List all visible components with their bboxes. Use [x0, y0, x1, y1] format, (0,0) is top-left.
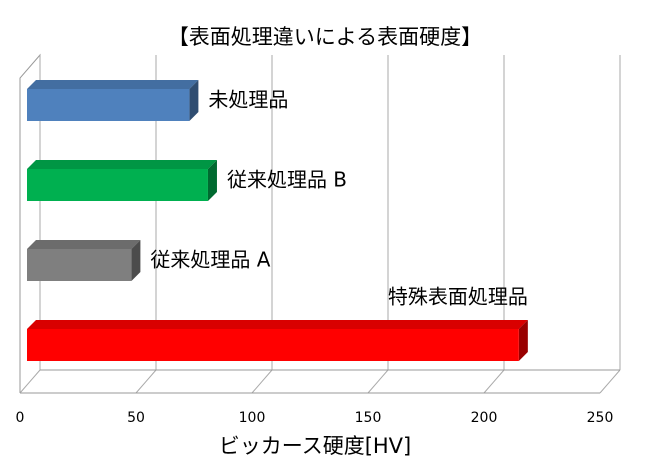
chart-title: 【表面処理違いによる表面硬度】 [168, 25, 482, 49]
bar-top [27, 80, 199, 89]
bar-side [518, 320, 528, 361]
floor-line [599, 369, 621, 394]
bar [27, 89, 190, 121]
bar-top [27, 240, 141, 249]
floor-line [251, 369, 273, 394]
x-axis-label: ビッカース硬度[HV] [219, 434, 412, 458]
bar-top [27, 160, 217, 169]
bar [27, 249, 132, 281]
floor-line [19, 369, 41, 394]
floor-line [135, 369, 157, 394]
x-tick-label: 200 [471, 410, 498, 426]
bar-side [207, 160, 217, 201]
floor-line [367, 369, 389, 394]
x-tick-label: 100 [239, 410, 266, 426]
bar [27, 329, 519, 361]
bar-label: 従来処理品 A [150, 248, 270, 272]
bar-label: 未処理品 [208, 88, 288, 112]
floor-line [483, 369, 505, 394]
x-tick-label: 0 [16, 410, 25, 426]
bar-side [131, 240, 141, 281]
bar-top [27, 320, 528, 329]
bar-label: 従来処理品 B [227, 168, 347, 192]
x-tick-label: 250 [587, 410, 614, 426]
x-tick-label: 50 [127, 410, 145, 426]
x-tick-label: 150 [355, 410, 382, 426]
bar [27, 169, 208, 201]
bar-side [189, 80, 199, 121]
bar-label: 特殊表面処理品 [388, 285, 528, 309]
